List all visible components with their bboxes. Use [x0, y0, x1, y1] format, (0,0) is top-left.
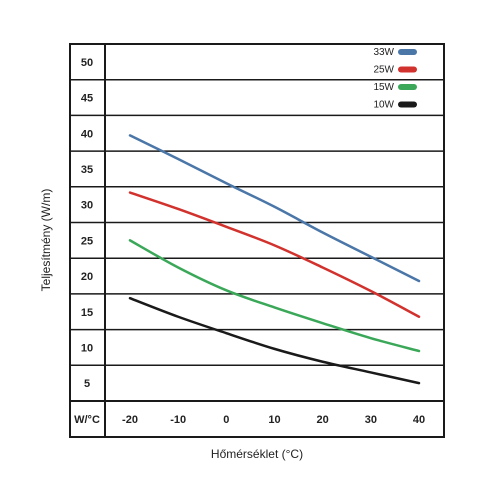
- legend-swatch: [398, 66, 417, 73]
- x-tick-label: -20: [122, 414, 138, 426]
- legend-label: 25W: [373, 65, 394, 76]
- legend-swatch: [398, 101, 417, 108]
- series-line-33W: [128, 134, 421, 283]
- series-line-15W: [128, 239, 421, 353]
- chart-frame: [69, 43, 445, 438]
- y-tick-label: 25: [81, 235, 93, 247]
- series-line-10W: [128, 296, 421, 385]
- y-tick-label: 50: [81, 57, 93, 69]
- grid-lines: [70, 78, 444, 367]
- x-tick-label: 40: [413, 414, 425, 426]
- series-line-25W: [128, 191, 421, 318]
- series-lines: [128, 134, 421, 385]
- y-tick-label: 5: [84, 378, 90, 390]
- y-axis-title: Teljesítmény (W/m): [39, 189, 53, 292]
- y-tick-label: 45: [81, 93, 93, 105]
- x-axis-title: Hőmérséklet (°C): [211, 447, 303, 461]
- y-tick-label: 30: [81, 200, 93, 212]
- y-tick-label: 15: [81, 307, 93, 319]
- x-tick-label: 0: [223, 414, 229, 426]
- legend-label: 10W: [373, 100, 394, 111]
- corner-unit-label: W/°C: [74, 414, 100, 426]
- y-tick-label: 20: [81, 271, 93, 283]
- x-tick-label: 20: [317, 414, 329, 426]
- x-tick-label: -10: [170, 414, 186, 426]
- legend-swatch: [398, 84, 417, 90]
- y-tick-label: 10: [81, 342, 93, 354]
- x-tick-label: 10: [268, 414, 280, 426]
- legend-label: 15W: [373, 82, 394, 93]
- legend: 33W 25W 15W 10W: [373, 47, 417, 111]
- x-axis-ticks: -20 -10 0 10 20 30 40: [122, 414, 425, 426]
- legend-label: 33W: [373, 47, 394, 58]
- y-axis-ticks: 5 10 15 20 25 30 35 40 45 50: [81, 57, 93, 390]
- x-tick-label: 30: [365, 414, 377, 426]
- y-tick-label: 35: [81, 164, 93, 176]
- legend-swatch: [398, 49, 417, 55]
- y-tick-label: 40: [81, 128, 93, 140]
